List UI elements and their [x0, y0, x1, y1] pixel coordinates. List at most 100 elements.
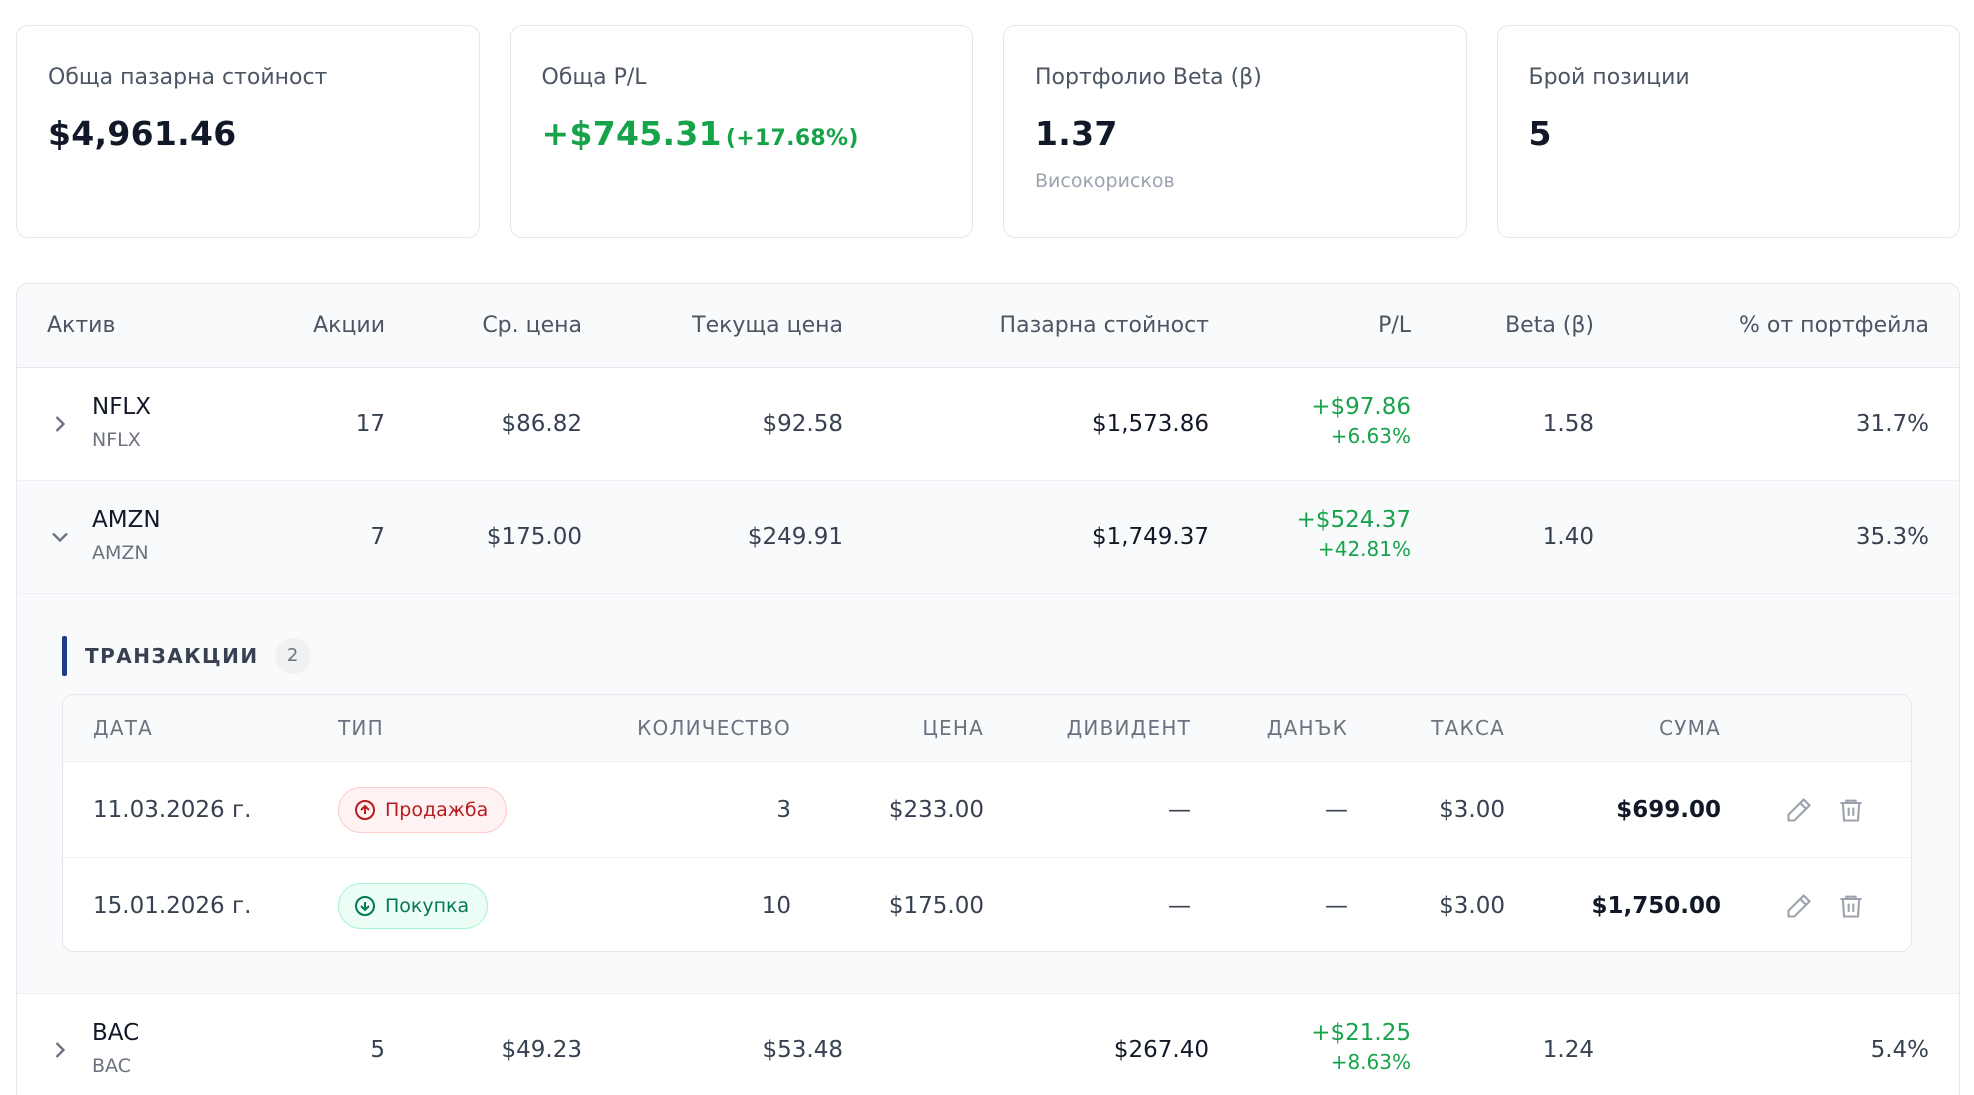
portfolio-beta-card: Портфолио Beta (β) 1.37 Високорисков — [1003, 25, 1467, 238]
total-market-value-card: Обща пазарна стойност $4,961.46 — [16, 25, 480, 238]
portfolio-pct-cell: 31.7% — [1855, 411, 1929, 437]
trash-icon[interactable] — [1837, 892, 1865, 920]
card-value: 1.37 — [1035, 114, 1118, 153]
transactions-title: ТРАНЗАКЦИИ — [85, 644, 259, 668]
transaction-row: 11.03.2026 г. Продажба 3 $233.00 — — $3.… — [63, 761, 1911, 857]
chevron-right-icon[interactable] — [46, 410, 74, 438]
asset-name: NFLX — [92, 429, 141, 451]
tx-header-fee: ТАКСА — [1431, 716, 1505, 740]
transactions-panel: ТРАНЗАКЦИИ 2 ДАТА ТИП КОЛИЧЕСТВО ЦЕНА ДИ… — [17, 594, 1959, 994]
tx-total: $1,750.00 — [1591, 893, 1722, 919]
transactions-table-header: ДАТА ТИП КОЛИЧЕСТВО ЦЕНА ДИВИДЕНТ ДАНЪК … — [63, 695, 1911, 761]
tx-header-price: ЦЕНА — [922, 716, 984, 740]
tx-price: $233.00 — [888, 797, 984, 823]
transactions-table: ДАТА ТИП КОЛИЧЕСТВО ЦЕНА ДИВИДЕНТ ДАНЪК … — [62, 694, 1912, 952]
pl-cell: +$21.25 +8.63% — [1311, 1018, 1411, 1076]
card-label: Брой позиции — [1528, 65, 1690, 90]
header-asset[interactable]: Актив — [47, 313, 116, 338]
risk-note: Високорисков — [1035, 170, 1175, 192]
header-pl[interactable]: P/L — [1378, 313, 1411, 338]
tx-quantity: 3 — [776, 797, 791, 823]
current-price-cell: $249.91 — [747, 524, 843, 550]
header-portfolio-pct[interactable]: % от портфейла — [1739, 313, 1929, 338]
pl-cell: +$97.86 +6.63% — [1311, 392, 1411, 450]
arrow-up-circle-icon — [355, 800, 375, 820]
tx-fee: $3.00 — [1439, 893, 1505, 919]
pl-percent: +8.63% — [1330, 1050, 1411, 1074]
current-price-cell: $92.58 — [762, 411, 843, 437]
pl-amount: +$524.37 — [1296, 507, 1411, 533]
header-beta[interactable]: Beta (β) — [1505, 313, 1594, 338]
tx-type-label: Продажба — [385, 799, 489, 821]
accent-bar — [62, 636, 67, 676]
avg-price-cell: $175.00 — [486, 524, 582, 550]
table-row[interactable]: AMZN AMZN 7 $175.00 $249.91 $1,749.37 +$… — [17, 481, 1959, 594]
avg-price-cell: $86.82 — [501, 411, 582, 437]
current-price-cell: $53.48 — [762, 1037, 843, 1063]
shares-cell: 7 — [370, 524, 385, 550]
beta-cell: 1.40 — [1542, 524, 1594, 550]
edit-icon[interactable] — [1785, 796, 1813, 824]
tx-header-date: ДАТА — [93, 716, 154, 740]
tx-quantity: 10 — [761, 893, 791, 919]
asset-name: BAC — [92, 1055, 131, 1077]
header-market-value[interactable]: Пазарна стойност — [999, 313, 1209, 338]
beta-cell: 1.58 — [1542, 411, 1594, 437]
asset-name: AMZN — [92, 542, 149, 564]
arrow-down-circle-icon — [355, 896, 375, 916]
chevron-down-icon[interactable] — [46, 523, 74, 551]
tx-header-dividend: ДИВИДЕНТ — [1066, 716, 1191, 740]
tx-fee: $3.00 — [1439, 797, 1505, 823]
card-value: 5 — [1528, 114, 1552, 153]
pl-amount: +$97.86 — [1311, 394, 1411, 420]
tx-date: 11.03.2026 г. — [93, 797, 252, 823]
card-label: Портфолио Beta (β) — [1035, 65, 1262, 90]
pl-cell: +$524.37 +42.81% — [1297, 505, 1411, 563]
card-value: $4,961.46 — [48, 114, 237, 153]
card-label: Обща P/L — [541, 65, 647, 90]
card-label: Обща пазарна стойност — [48, 65, 328, 90]
tx-header-quantity: КОЛИЧЕСТВО — [637, 716, 791, 740]
tx-date: 15.01.2026 г. — [93, 893, 252, 919]
buy-badge: Покупка — [338, 883, 489, 929]
tx-header-total: СУМА — [1659, 716, 1721, 740]
tx-tax: — — [1325, 893, 1348, 919]
tx-total: $699.00 — [1616, 797, 1721, 823]
tx-price: $175.00 — [888, 893, 984, 919]
asset-symbol: BAC — [92, 1020, 140, 1046]
header-avg-price[interactable]: Ср. цена — [482, 313, 582, 338]
transactions-header: ТРАНЗАКЦИИ 2 — [62, 636, 311, 676]
header-current-price[interactable]: Текуща цена — [692, 313, 843, 338]
chevron-right-icon[interactable] — [46, 1036, 74, 1064]
edit-icon[interactable] — [1785, 892, 1813, 920]
tx-header-tax: ДАНЪК — [1266, 716, 1348, 740]
pl-percent: +6.63% — [1330, 424, 1411, 448]
transactions-count-badge: 2 — [274, 638, 311, 674]
pl-percent: +42.81% — [1317, 537, 1411, 561]
positions-count-card: Брой позиции 5 — [1496, 25, 1960, 238]
pl-amount: +$745.31 — [541, 114, 722, 153]
table-header: Актив Акции Ср. цена Текуща цена Пазарна… — [17, 284, 1959, 368]
transaction-row: 15.01.2026 г. Покупка 10 $175.00 — — $3.… — [63, 857, 1911, 951]
tx-tax: — — [1325, 797, 1348, 823]
tx-header-type: ТИП — [338, 716, 384, 740]
table-row[interactable]: NFLX NFLX 17 $86.82 $92.58 $1,573.86 +$9… — [17, 368, 1959, 481]
table-row[interactable]: BAC BAC 5 $49.23 $53.48 $267.40 +$21.25 … — [17, 994, 1959, 1095]
portfolio-pct-cell: 35.3% — [1855, 524, 1929, 550]
summary-cards: Обща пазарна стойност $4,961.46 Обща P/L… — [16, 25, 1960, 238]
pl-amount: +$21.25 — [1311, 1020, 1411, 1046]
total-pl-card: Обща P/L +$745.31 (+17.68%) — [509, 25, 973, 238]
sell-badge: Продажба — [338, 787, 508, 833]
trash-icon[interactable] — [1837, 796, 1865, 824]
market-value-cell: $1,573.86 — [1091, 411, 1209, 437]
shares-cell: 17 — [355, 411, 385, 437]
market-value-cell: $1,749.37 — [1091, 524, 1209, 550]
asset-symbol: AMZN — [92, 507, 161, 533]
card-value: +$745.31 (+17.68%) — [542, 114, 943, 159]
shares-cell: 5 — [370, 1037, 385, 1063]
header-shares[interactable]: Акции — [313, 313, 385, 338]
beta-cell: 1.24 — [1542, 1037, 1594, 1063]
holdings-table: Актив Акции Ср. цена Текуща цена Пазарна… — [16, 283, 1960, 1095]
portfolio-pct-cell: 5.4% — [1870, 1037, 1929, 1063]
pl-percent: (+17.68%) — [725, 126, 859, 151]
